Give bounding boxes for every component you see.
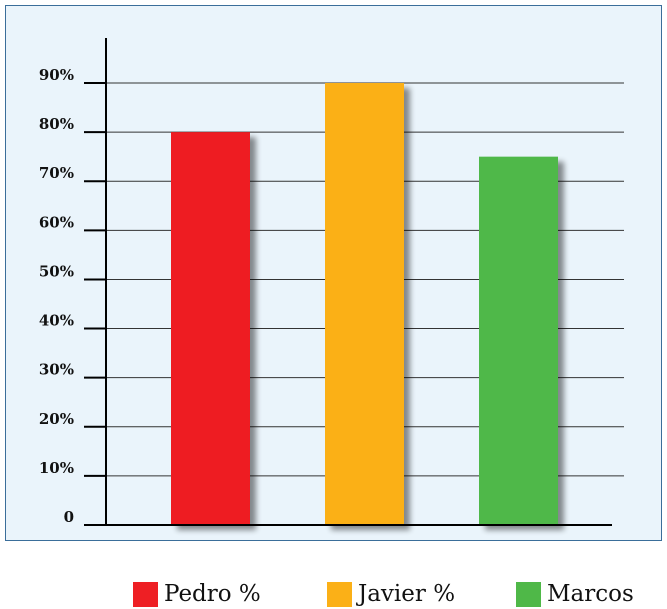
legend-label: Marcos: [547, 581, 634, 607]
legend-item: Marcos: [516, 579, 634, 609]
y-tick-label: 60%: [39, 213, 74, 231]
bar-chart: 0 10% 20% 30% 40% 50% 60% 70% 80% 90%: [39, 38, 624, 526]
legend-item: Javier %: [327, 579, 455, 609]
legend-label: Pedro %: [164, 581, 261, 607]
axes: [84, 38, 612, 526]
y-tick-label: 0: [64, 508, 74, 526]
legend-swatch: [327, 581, 352, 607]
bars: [171, 83, 558, 525]
y-tick-label: 30%: [39, 361, 74, 379]
legend-item: Pedro %: [133, 579, 261, 609]
y-tick-label: 40%: [39, 312, 74, 330]
y-tick-label: 90%: [39, 66, 74, 84]
y-tick-label: 20%: [39, 410, 74, 428]
y-tick-label: 50%: [39, 262, 74, 280]
legend-label: Javier %: [358, 581, 456, 607]
legend-swatch: [516, 581, 541, 607]
legend-swatch: [133, 581, 158, 607]
y-tick-label: 10%: [39, 459, 74, 477]
y-tick-label: 70%: [39, 164, 74, 182]
bar-marcos: [479, 156, 558, 525]
bar-pedro: [171, 132, 250, 525]
bar-javier: [325, 83, 404, 525]
y-axis-ticks: 0 10% 20% 30% 40% 50% 60% 70% 80% 90%: [39, 66, 106, 526]
y-tick-label: 80%: [39, 115, 74, 133]
